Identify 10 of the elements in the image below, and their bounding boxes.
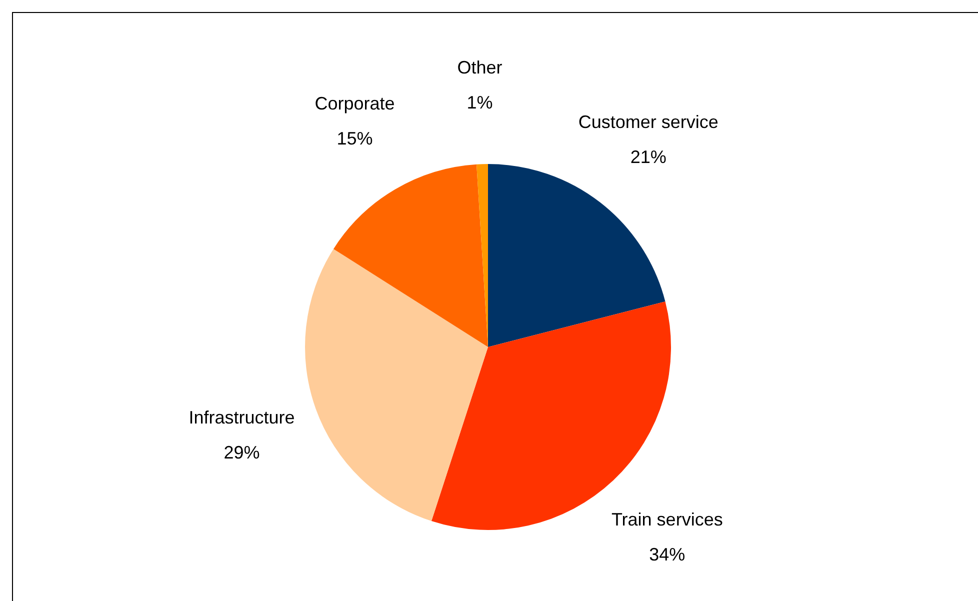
slice-label: Corporate	[314, 94, 395, 114]
slice-label: Other	[457, 57, 502, 78]
data-label: 21%	[630, 147, 666, 168]
data-label: 1%	[466, 92, 493, 112]
slice-label: Customer service	[578, 112, 718, 132]
data-label: 15%	[336, 128, 373, 149]
slice-label: Infrastructure	[188, 408, 295, 428]
data-label: 34%	[649, 544, 686, 565]
data-label: 29%	[224, 442, 260, 463]
slice-label: Train services	[611, 510, 723, 530]
